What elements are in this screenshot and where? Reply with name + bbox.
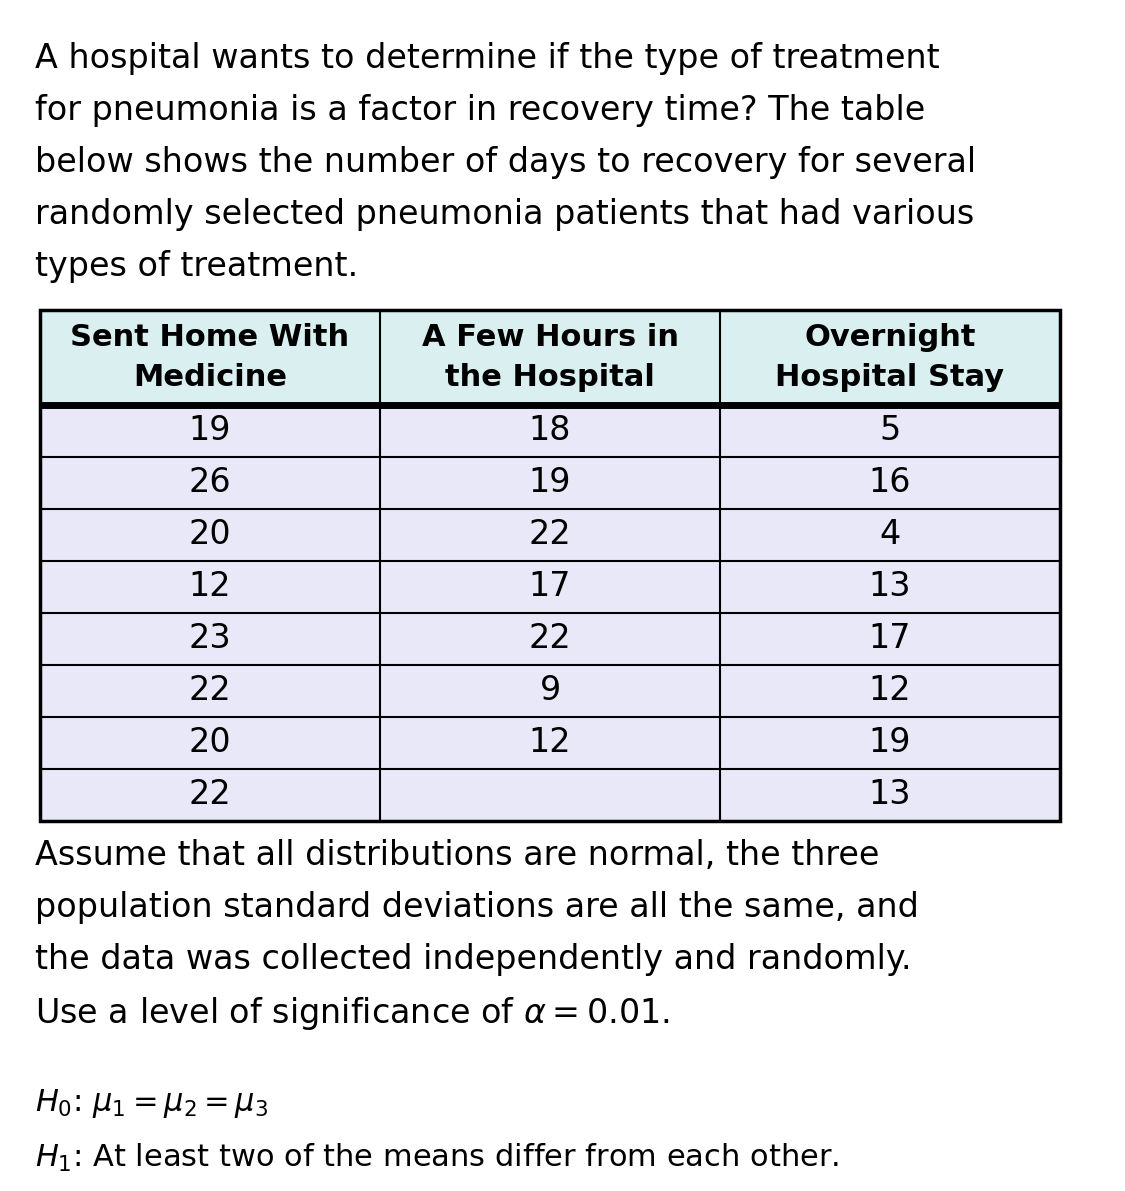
Text: 19: 19: [529, 467, 572, 499]
Text: 26: 26: [189, 467, 232, 499]
Text: below shows the number of days to recovery for several: below shows the number of days to recove…: [35, 146, 976, 179]
Text: 16: 16: [868, 467, 911, 499]
Bar: [380, 665, 720, 717]
Bar: [720, 717, 1060, 769]
Text: 20: 20: [189, 727, 232, 760]
Bar: [40, 310, 380, 405]
Text: 12: 12: [189, 570, 232, 604]
Text: 22: 22: [189, 779, 232, 811]
Text: 13: 13: [868, 779, 911, 811]
Bar: [720, 457, 1060, 509]
Bar: [40, 405, 380, 457]
Text: 17: 17: [868, 623, 911, 655]
Bar: [40, 717, 380, 769]
Bar: [720, 509, 1060, 561]
Bar: [380, 310, 720, 405]
Text: Assume that all distributions are normal, the three: Assume that all distributions are normal…: [35, 838, 880, 872]
Text: 22: 22: [189, 674, 232, 707]
Bar: [720, 665, 1060, 717]
Text: 22: 22: [529, 518, 572, 551]
Bar: [720, 769, 1060, 821]
Bar: [40, 769, 380, 821]
Text: 13: 13: [868, 570, 911, 604]
Text: Overnight
Hospital Stay: Overnight Hospital Stay: [775, 323, 1005, 392]
Bar: [40, 509, 380, 561]
Text: population standard deviations are all the same, and: population standard deviations are all t…: [35, 891, 919, 924]
Text: 12: 12: [868, 674, 911, 707]
Text: A Few Hours in
the Hospital: A Few Hours in the Hospital: [422, 323, 678, 392]
Bar: [380, 405, 720, 457]
Text: types of treatment.: types of treatment.: [35, 250, 358, 283]
Text: Sent Home With
Medicine: Sent Home With Medicine: [71, 323, 350, 392]
Bar: [40, 613, 380, 665]
Text: 9: 9: [539, 674, 560, 707]
Bar: [720, 561, 1060, 613]
Bar: [40, 665, 380, 717]
Text: 19: 19: [189, 414, 232, 448]
Bar: [720, 310, 1060, 405]
Bar: [380, 717, 720, 769]
Text: the data was collected independently and randomly.: the data was collected independently and…: [35, 943, 911, 975]
Text: 12: 12: [529, 727, 572, 760]
Text: $H_0$: $\mu_1 = \mu_2 = \mu_3$: $H_0$: $\mu_1 = \mu_2 = \mu_3$: [35, 1087, 268, 1120]
Bar: [720, 613, 1060, 665]
Text: A hospital wants to determine if the type of treatment: A hospital wants to determine if the typ…: [35, 42, 939, 75]
Text: 17: 17: [529, 570, 572, 604]
Text: 19: 19: [868, 727, 911, 760]
Bar: [720, 405, 1060, 457]
Text: Use a level of significance of $\alpha = 0.01$.: Use a level of significance of $\alpha =…: [35, 994, 669, 1031]
Text: 20: 20: [189, 518, 232, 551]
Bar: [380, 509, 720, 561]
Bar: [380, 613, 720, 665]
Text: $H_1$: At least two of the means differ from each other.: $H_1$: At least two of the means differ …: [35, 1142, 839, 1174]
Text: 5: 5: [880, 414, 901, 448]
Text: 22: 22: [529, 623, 572, 655]
Text: 4: 4: [880, 518, 901, 551]
Bar: [380, 769, 720, 821]
Text: for pneumonia is a factor in recovery time? The table: for pneumonia is a factor in recovery ti…: [35, 94, 925, 127]
Bar: [380, 561, 720, 613]
Text: randomly selected pneumonia patients that had various: randomly selected pneumonia patients tha…: [35, 198, 974, 231]
Text: 23: 23: [189, 623, 232, 655]
Bar: [380, 457, 720, 509]
Bar: [40, 561, 380, 613]
Text: 18: 18: [529, 414, 572, 448]
Bar: [40, 457, 380, 509]
Bar: [40, 310, 1060, 821]
